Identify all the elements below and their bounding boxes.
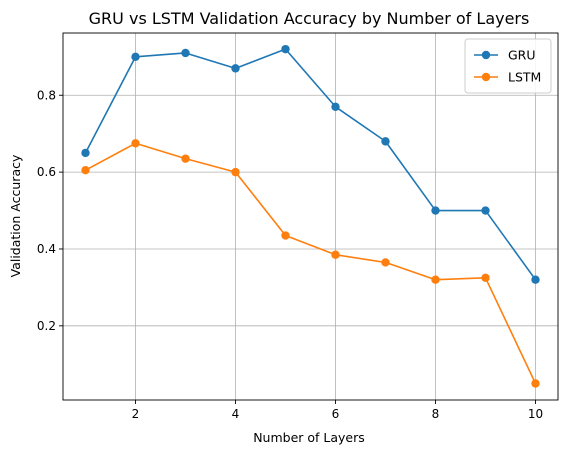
- data-point-lstm: [231, 167, 240, 177]
- plot-frame: [62, 32, 559, 401]
- legend-label: LSTM: [508, 70, 541, 85]
- grid-lines: [63, 33, 558, 400]
- data-point-gru: [131, 52, 140, 62]
- data-point-gru: [181, 48, 190, 58]
- y-axis-label: Validation Accuracy: [8, 154, 23, 277]
- data-point-gru: [81, 148, 90, 158]
- x-axis-ticks: 2 4 6 8 10: [132, 400, 543, 421]
- data-point-gru: [431, 206, 440, 215]
- series-line-lstm: [85, 142, 537, 384]
- x-tick-label: 8: [432, 407, 440, 421]
- legend-label: GRU: [508, 48, 536, 63]
- legend-item-gru: GRU: [474, 48, 536, 63]
- data-point-gru: [481, 206, 490, 215]
- series-lstm: [81, 139, 540, 388]
- data-point-lstm: [81, 165, 90, 175]
- data-point-gru: [231, 64, 240, 73]
- legend-swatch-marker: [481, 72, 491, 82]
- y-axis-ticks: 0.2 0.4 0.6 0.8: [37, 88, 63, 333]
- x-tick-label: 4: [232, 407, 240, 421]
- x-tick-label: 6: [332, 407, 340, 421]
- legend-item-lstm: LSTM: [474, 70, 541, 85]
- data-point-gru: [331, 102, 340, 111]
- y-tick-label: 0.8: [37, 88, 56, 102]
- legend-swatch-marker: [481, 50, 491, 60]
- data-point-gru: [381, 137, 390, 146]
- x-axis-label: Number of Layers: [253, 430, 365, 445]
- data-point-lstm: [131, 139, 140, 148]
- data-point-lstm: [281, 231, 290, 240]
- x-tick-label: 2: [132, 407, 140, 421]
- data-point-lstm: [331, 250, 340, 259]
- data-point-lstm: [381, 258, 390, 267]
- y-tick-label: 0.6: [37, 165, 56, 179]
- data-point-gru: [531, 275, 540, 284]
- series-layer: [81, 44, 540, 388]
- y-tick-label: 0.4: [37, 242, 56, 256]
- data-point-lstm: [481, 273, 490, 282]
- legend: GRU LSTM: [464, 38, 552, 94]
- chart-title: GRU vs LSTM Validation Accuracy by Numbe…: [89, 9, 530, 28]
- y-tick-label: 0.2: [37, 319, 56, 333]
- data-point-lstm: [431, 275, 440, 284]
- data-point-gru: [281, 44, 290, 54]
- series-gru: [81, 44, 540, 284]
- series-line-gru: [84, 48, 537, 281]
- data-point-lstm: [181, 154, 190, 163]
- x-tick-label: 10: [528, 407, 543, 421]
- data-point-lstm: [531, 379, 540, 388]
